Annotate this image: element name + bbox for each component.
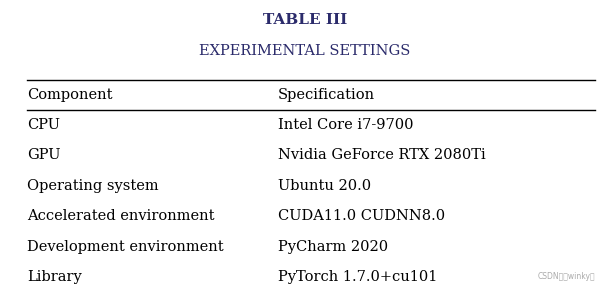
Text: Specification: Specification bbox=[278, 88, 375, 102]
Text: Accelerated environment: Accelerated environment bbox=[27, 209, 215, 223]
Text: PyTorch 1.7.0+cu101: PyTorch 1.7.0+cu101 bbox=[278, 270, 437, 284]
Text: TABLE III: TABLE III bbox=[263, 13, 347, 27]
Text: CPU: CPU bbox=[27, 118, 60, 132]
Text: CSDN博主winky刚: CSDN博主winky刚 bbox=[537, 272, 595, 281]
Text: Component: Component bbox=[27, 88, 113, 102]
Text: Ubuntu 20.0: Ubuntu 20.0 bbox=[278, 179, 371, 193]
Text: GPU: GPU bbox=[27, 149, 61, 162]
Text: Operating system: Operating system bbox=[27, 179, 159, 193]
Text: Library: Library bbox=[27, 270, 82, 284]
Text: Nvidia GeForce RTX 2080Ti: Nvidia GeForce RTX 2080Ti bbox=[278, 149, 486, 162]
Text: CUDA11.0 CUDNN8.0: CUDA11.0 CUDNN8.0 bbox=[278, 209, 445, 223]
Text: EXPERIMENTAL SETTINGS: EXPERIMENTAL SETTINGS bbox=[199, 44, 411, 58]
Text: Development environment: Development environment bbox=[27, 240, 224, 254]
Text: Intel Core i7-9700: Intel Core i7-9700 bbox=[278, 118, 413, 132]
Text: PyCharm 2020: PyCharm 2020 bbox=[278, 240, 388, 254]
